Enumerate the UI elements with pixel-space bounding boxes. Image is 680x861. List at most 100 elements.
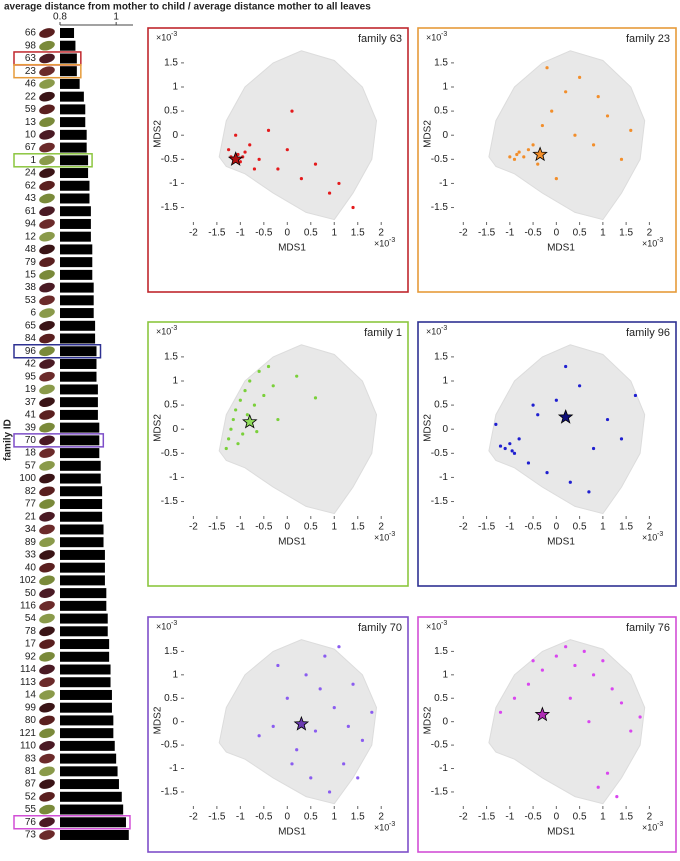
category-label: 6 [30, 308, 36, 319]
category-label: 48 [25, 244, 37, 255]
bar [60, 473, 101, 484]
y-tick-label: -0.5 [431, 448, 449, 459]
highlight-box [13, 815, 131, 830]
point [605, 771, 610, 775]
scatter-panel: -2 -1.5 -1 -0.5 0 0.5 1 1.5 2 -1.5 -1 -0.5 0 0.5 1 1.5 M… [417, 27, 677, 293]
bar [60, 537, 104, 548]
point [327, 191, 332, 195]
point [591, 446, 596, 451]
point [540, 668, 544, 672]
background-cloud [488, 50, 646, 221]
x-tick-label: 2 [647, 812, 653, 823]
y-tick-label: 0.5 [164, 106, 178, 117]
x-tick-label: -1.5 [208, 228, 226, 239]
bar [60, 142, 87, 153]
x-tick-label: 2 [378, 522, 384, 533]
y-tick-label: 0 [442, 130, 448, 141]
point [531, 403, 535, 407]
category-label: 100 [19, 473, 36, 484]
scatter-panel: -2 -1.5 -1 -0.5 0 0.5 1 1.5 2 -1.5 -1 -0.5 0 0.5 1 1.5 M… [147, 616, 409, 853]
bar [60, 155, 89, 166]
point [276, 167, 280, 171]
bar [60, 333, 96, 344]
multiplier-base: ×10 [156, 32, 171, 42]
leaf-icon [39, 40, 55, 51]
point [231, 417, 235, 422]
y-axis-label: MDS2 [423, 414, 434, 442]
x-tick-label: 0 [554, 228, 560, 239]
category-label: 70 [25, 435, 37, 446]
category-label: 52 [25, 791, 37, 802]
y-tick-label: 0.5 [434, 106, 448, 117]
point [619, 701, 624, 705]
leaf-icon [39, 117, 55, 127]
leaf-icon [39, 766, 55, 777]
y-tick-label: -1 [169, 763, 178, 774]
point [323, 654, 327, 658]
multiplier-base: ×10 [642, 238, 657, 248]
category-label: 55 [25, 804, 37, 815]
leaf-icon [39, 91, 55, 102]
category-label: 1 [30, 155, 36, 166]
x-tick-label: 0 [285, 812, 291, 823]
bar [60, 562, 105, 573]
point [564, 90, 568, 94]
category-label: 116 [20, 600, 36, 611]
y-tick-label: -0.5 [431, 154, 449, 165]
category-label: 78 [25, 626, 37, 637]
x-tick-label: -2 [459, 522, 468, 533]
leaf-icon [39, 79, 55, 89]
multiplier-base: ×10 [374, 238, 389, 248]
multiplier-base: ×10 [642, 532, 657, 542]
x-tick-label: 1 [331, 228, 337, 239]
y-tick-label: -1 [169, 472, 178, 483]
multiplier-exponent: -3 [657, 531, 663, 538]
category-label: 43 [25, 193, 37, 204]
leaf-icon [39, 651, 55, 662]
x-tick-label: 1.5 [619, 228, 633, 239]
point [605, 417, 610, 422]
leaf-icon [39, 461, 55, 471]
point [564, 364, 568, 369]
y-tick-label: 1 [172, 669, 178, 680]
background-cloud [488, 344, 646, 515]
leaf-icon [39, 588, 55, 598]
bar [60, 524, 104, 535]
x-axis-label: MDS1 [278, 243, 306, 254]
point [248, 379, 252, 383]
x-tick-label: 1 [600, 228, 606, 239]
point [512, 696, 517, 700]
bar [60, 804, 124, 815]
leaf-icon [39, 741, 55, 751]
bar [60, 499, 103, 510]
point [633, 393, 638, 398]
y-axis-label: family ID [3, 419, 14, 461]
bar [60, 448, 100, 459]
leaf-icon [39, 728, 55, 738]
bar [60, 308, 94, 319]
mother-star [534, 706, 551, 722]
y-tick-label: 0 [172, 424, 178, 435]
category-label: 63 [25, 53, 37, 64]
category-label: 99 [25, 702, 37, 713]
bar [60, 91, 84, 102]
leaf-icon [39, 804, 55, 815]
y-tick-label: 1 [172, 82, 178, 93]
category-label: 114 [20, 664, 36, 675]
leaf-icon [39, 550, 55, 560]
panel-title: family 70 [358, 622, 402, 634]
highlight-box [13, 433, 105, 448]
y-tick-label: -1.5 [161, 787, 179, 798]
point [517, 150, 521, 154]
leaf-icon [39, 53, 55, 64]
bar [60, 753, 117, 764]
leaf-icon [39, 830, 55, 840]
x-tick-label: 2 [378, 812, 384, 823]
category-label: 73 [25, 830, 37, 841]
category-label: 57 [25, 460, 37, 471]
x-tick-label: -0.5 [255, 522, 273, 533]
bar [60, 320, 96, 331]
point [517, 437, 521, 441]
leaf-icon [39, 104, 55, 115]
x-tick-label: 1.5 [619, 522, 633, 533]
